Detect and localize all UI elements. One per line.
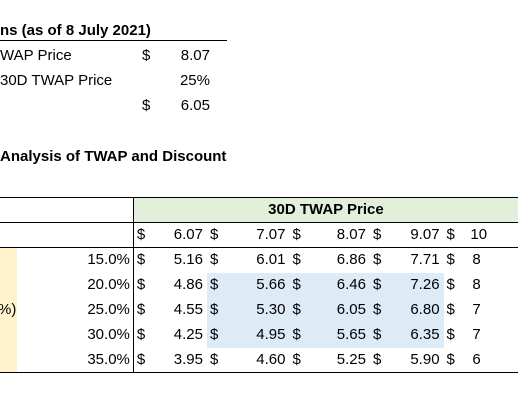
table-row: %) 25.0% $ 4.55 $ 5.30 $ 6.05 $ 6.80 $ 7 [0,297,518,323]
analysis-title: Analysis of TWAP and Discount [0,148,227,165]
column-price: 7.07 [231,222,290,248]
column-price: 10 [468,222,518,248]
currency-cell: $ [136,326,146,343]
value-cell: 6.86 [336,251,366,269]
currency-cell: $ [206,222,232,248]
currency-cell: $ [369,347,395,373]
currency-cell: $ [443,222,469,248]
discount-side-label [0,347,18,373]
column-price: 9.07 [394,222,444,248]
value-cell: 7 [472,301,481,318]
assumptions-underline [0,40,227,41]
value-cell: 5.16 [173,251,203,269]
currency-cell: $ [209,251,219,269]
currency-cell: $ [446,326,455,343]
currency-cell: $ [369,322,395,348]
column-price: 8.07 [314,222,370,248]
discount-cell: 20.0% [17,272,134,298]
value-cell: 5.66 [231,272,290,298]
value-cell: 5.65 [314,322,370,348]
value-cell: 7 [472,326,481,343]
value-cell: 4.60 [231,347,290,373]
discount-side-label: %) [0,297,18,323]
value-cell: 8 [472,251,481,269]
blank-cell [17,222,134,248]
discount-cell: 25.0% [17,297,134,323]
value-cell: 7.71 [410,251,440,269]
currency-cell: $ [133,347,159,373]
value-cell: 6.35 [394,322,444,348]
currency-cell: $ [136,276,146,293]
currency-cell: $ [446,251,455,269]
twap-price-header: 30D TWAP Price [133,197,518,223]
assumption-value: 8.07 [180,47,210,64]
discount-side-label [0,322,18,348]
value-cell: 5.90 [394,347,444,373]
currency-cell: $ [369,222,395,248]
discount-cell: 15.0% [17,247,134,273]
discount-side-label [0,272,18,298]
table-row: 20.0% $ 4.86 $ 5.66 $ 6.46 $ 7.26 $ 8 [0,272,518,298]
value-cell: 6.46 [314,272,370,298]
value-cell: 6.80 [394,297,444,323]
value-cell: 4.95 [231,322,290,348]
currency-cell: $ [136,251,146,269]
assumptions-title: ns (as of 8 July 2021) [0,22,151,39]
value-cell: 4.25 [173,326,203,343]
blank-cell [0,222,18,248]
column-price: 6.07 [158,222,207,248]
assumption-value: 6.05 [180,97,210,114]
discount-cell: 30.0% [17,322,134,348]
currency-cell: $ [289,222,315,248]
currency-cell: $ [289,322,315,348]
table-column-row: $ 6.07 $ 7.07 $ 8.07 $ 9.07 $ 10 [0,222,518,248]
corner-cell [0,197,18,223]
table-header-row: 30D TWAP Price [0,197,518,223]
currency-cell: $ [136,301,146,318]
currency-cell: $ [292,251,301,269]
value-cell: 4.86 [173,276,203,293]
value-cell: 5.30 [231,297,290,323]
value-cell: 6.01 [256,251,286,269]
currency-cell: $ [369,272,395,298]
currency-cell: $ [206,322,232,348]
currency-cell: $ [289,347,315,373]
currency-cell: $ [446,276,455,293]
value-cell: 5.25 [314,347,370,373]
value-cell: 3.95 [158,347,207,373]
currency-cell: $ [369,297,395,323]
value-cell: 6 [468,347,518,373]
currency-cell: $ [289,272,315,298]
value-cell: 8 [472,276,481,293]
discount-cell: 35.0% [17,347,134,373]
currency-cell: $ [206,297,232,323]
value-cell: 4.55 [173,301,203,318]
discount-side-label [0,247,18,273]
corner-cell [17,197,134,223]
currency-cell: $ [289,297,315,323]
currency-cell: $ [206,347,232,373]
sensitivity-table: 30D TWAP Price $ 6.07 $ 7.07 $ 8.07 $ 9.… [0,197,518,373]
value-cell: 6.05 [314,297,370,323]
currency-cell: $ [206,272,232,298]
table-row: 15.0% $ 5.16 $ 6.01 $ 6.86 $ 7.71 $ 8 [0,247,518,273]
table-row: 35.0% $ 3.95 $ 4.60 $ 5.25 $ 5.90 $ 6 [0,347,518,373]
assumption-currency: $ [142,47,151,64]
assumption-value: 25% [179,72,210,89]
table-row: 30.0% $ 4.25 $ 4.95 $ 5.65 $ 6.35 $ 7 [0,322,518,348]
assumption-currency: $ [142,97,151,114]
currency-cell: $ [443,347,469,373]
assumption-label: WAP Price [0,47,72,64]
assumption-label: 30D TWAP Price [0,72,113,89]
value-cell: 7.26 [394,272,444,298]
currency-cell: $ [133,222,159,248]
currency-cell: $ [446,301,455,318]
currency-cell: $ [372,251,382,269]
